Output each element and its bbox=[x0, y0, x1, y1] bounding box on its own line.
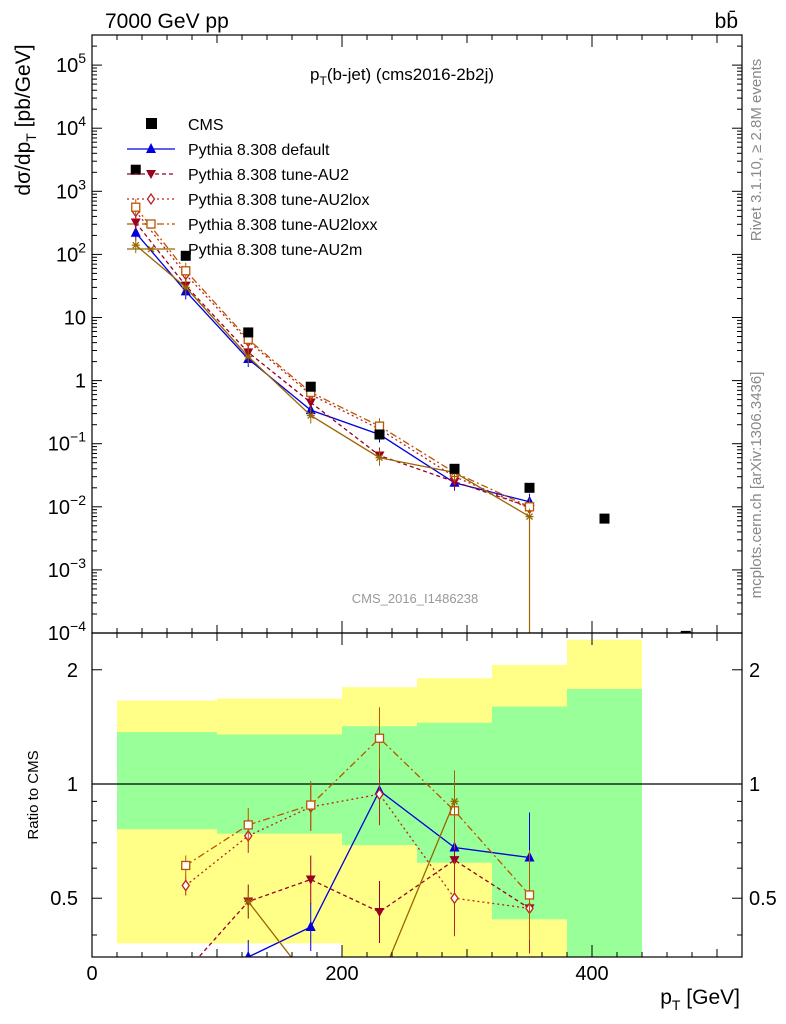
main-marker bbox=[375, 454, 384, 462]
main-y-tick-label: 104 bbox=[56, 113, 86, 140]
header-right: bb̄ bbox=[715, 10, 738, 33]
legend-marker bbox=[146, 192, 156, 206]
band-inner bbox=[117, 732, 217, 830]
cms-point bbox=[449, 463, 460, 474]
ratio-marker bbox=[375, 788, 384, 801]
main-y-tick-label: 10−1 bbox=[48, 429, 86, 456]
legend-marker bbox=[147, 245, 155, 253]
ratio-marker bbox=[181, 968, 191, 977]
ratio-series bbox=[181, 707, 535, 998]
plot-title: pT(b-jet) (cms2016-2b2j) bbox=[310, 65, 494, 88]
main-y-tick-label: 105 bbox=[56, 50, 86, 77]
cms-point bbox=[680, 630, 691, 633]
ratio-marker bbox=[374, 907, 385, 917]
ratio-marker bbox=[245, 951, 252, 957]
ratio-marker bbox=[243, 820, 253, 830]
cms-point bbox=[243, 327, 254, 338]
main-marker bbox=[306, 412, 315, 419]
cms-point bbox=[180, 250, 191, 261]
cms-point bbox=[305, 381, 316, 392]
ratio-marker bbox=[450, 892, 459, 905]
ratio-marker bbox=[305, 875, 316, 885]
ratio-series-line bbox=[247, 801, 456, 957]
band-inner bbox=[567, 688, 642, 957]
main-series bbox=[130, 164, 691, 633]
ratio-marker bbox=[181, 860, 191, 871]
main-y-tick-label: 102 bbox=[56, 239, 86, 266]
cms-point bbox=[599, 513, 610, 524]
main-y-tick-label: 10−3 bbox=[48, 555, 86, 582]
ratio-marker bbox=[181, 988, 191, 998]
cms-point bbox=[374, 429, 385, 440]
main-marker bbox=[130, 226, 141, 237]
main-series-line bbox=[135, 232, 530, 503]
y-axis-label-main: dσ/dpT [pb/GeV] bbox=[12, 44, 39, 195]
main-marker bbox=[305, 398, 316, 408]
main-marker bbox=[181, 283, 190, 291]
main-series-line bbox=[135, 244, 530, 518]
x-tick-label: 200 bbox=[325, 963, 358, 985]
cms-point bbox=[524, 482, 535, 493]
legend-label: Pythia 8.308 default bbox=[188, 142, 330, 159]
main-marker bbox=[131, 202, 141, 212]
ratio-marker bbox=[524, 890, 535, 900]
plot-title-p: p bbox=[310, 65, 319, 84]
ratio-series-line bbox=[246, 789, 530, 957]
rivet-label: Rivet 3.1.10, ≥ 2.8M events bbox=[748, 59, 765, 242]
main-marker bbox=[244, 353, 253, 361]
legend-label: Pythia 8.308 tune-AU2lox bbox=[188, 192, 369, 209]
header-left: 7000 GeV pp bbox=[105, 10, 229, 33]
legend-marker bbox=[146, 170, 156, 179]
x-tick-label: 0 bbox=[86, 963, 97, 985]
main-marker bbox=[181, 266, 191, 276]
mcplots-label: mcplots.cern.ch [arXiv:1306.3436] bbox=[748, 372, 765, 599]
ratio-bands bbox=[92, 639, 742, 957]
ratio-series-line bbox=[185, 793, 530, 910]
ratio-marker bbox=[306, 800, 316, 810]
cms-point bbox=[130, 164, 141, 175]
ratio-y-tick-label: 2 bbox=[67, 660, 78, 682]
legend-cms-label: CMS bbox=[188, 117, 224, 134]
legend-cms-marker bbox=[146, 118, 157, 129]
main-y-tick-label: 103 bbox=[56, 176, 86, 203]
legend: CMS Pythia 8.308 default Pythia 8.308 tune… bbox=[127, 117, 377, 259]
main-marker bbox=[130, 218, 141, 228]
legend-label: Pythia 8.308 tune-AU2 bbox=[188, 167, 349, 184]
ratio-y-tick-label-right: 1 bbox=[749, 774, 760, 796]
ratio-marker bbox=[181, 879, 191, 892]
axes: 10−4 10−3 10−2 10−1 1 10 102 103 104 105 0.5 0.5 1 1 2… bbox=[48, 34, 777, 985]
main-marker bbox=[374, 421, 385, 431]
ratio-y-tick-label-right: 0.5 bbox=[749, 888, 777, 910]
main-y-tick-label: 10 bbox=[64, 308, 86, 330]
ratio-marker bbox=[376, 979, 384, 985]
legend-marker bbox=[146, 219, 156, 229]
ratio-marker bbox=[305, 920, 316, 931]
ratio-y-tick-label: 0.5 bbox=[50, 888, 78, 910]
ratio-series-line bbox=[198, 859, 530, 957]
plot-title-rest: (b-jet) (cms2016-2b2j) bbox=[327, 65, 494, 84]
ratio-marker bbox=[307, 979, 315, 985]
plot-title-sub: T bbox=[319, 74, 327, 88]
main-y-tick-label: 1 bbox=[75, 371, 86, 393]
y-axis-label-ratio: Ratio to CMS bbox=[25, 750, 42, 839]
x-tick-label: 400 bbox=[575, 963, 608, 985]
ratio-marker bbox=[450, 797, 459, 805]
ratio-series-line bbox=[185, 737, 530, 896]
ratio-marker bbox=[374, 733, 385, 743]
legend-marker bbox=[146, 143, 156, 153]
main-y-tick-label: 10−4 bbox=[48, 618, 86, 645]
legend-label: Pythia 8.308 tune-AU2loxx bbox=[188, 217, 377, 234]
ratio-y-tick-label: 1 bbox=[67, 774, 78, 796]
x-axis-label: pT [GeV] bbox=[660, 986, 740, 1013]
legend-label: Pythia 8.308 tune-AU2m bbox=[188, 242, 362, 259]
ratio-marker bbox=[244, 898, 253, 906]
ratio-y-tick-label-right: 2 bbox=[749, 660, 760, 682]
main-marker bbox=[131, 241, 140, 249]
watermark: CMS_2016_I1486238 bbox=[352, 591, 479, 606]
main-series-line bbox=[135, 222, 530, 508]
main-y-tick-label: 10−2 bbox=[48, 492, 86, 519]
